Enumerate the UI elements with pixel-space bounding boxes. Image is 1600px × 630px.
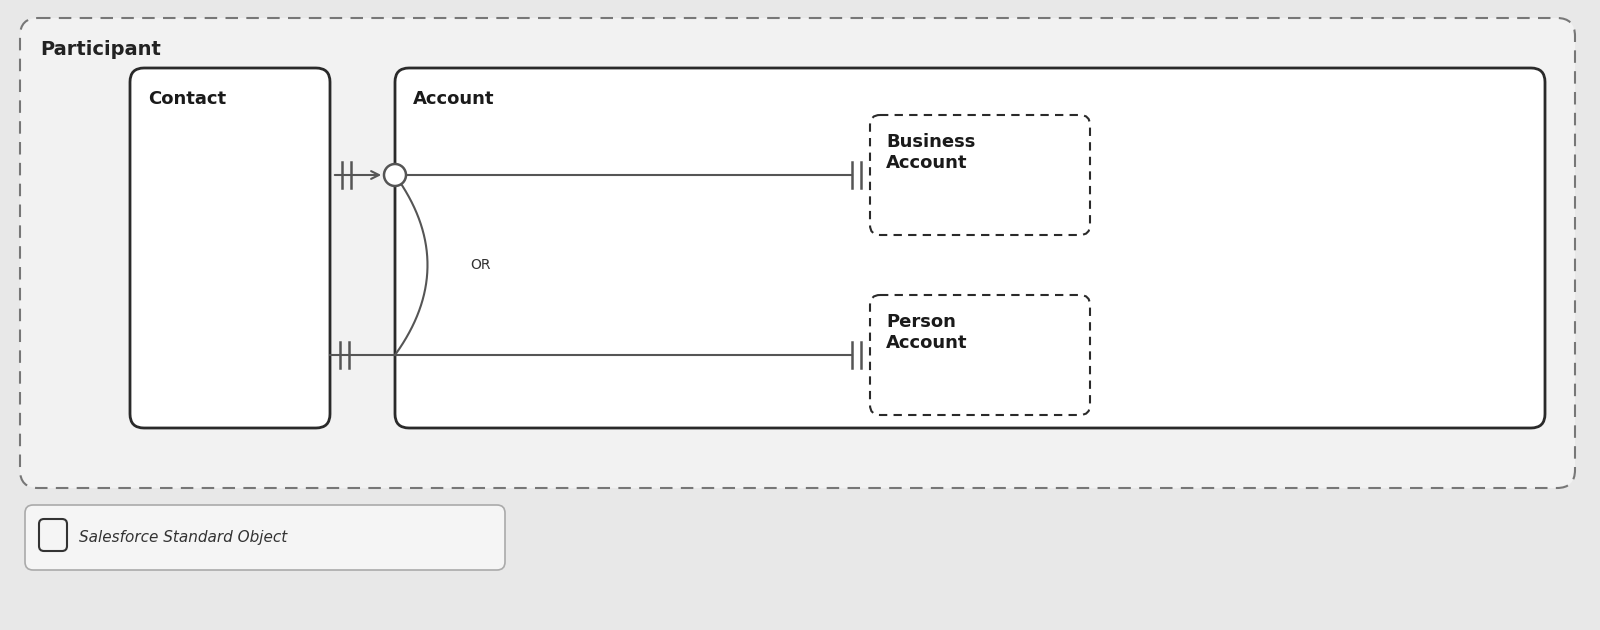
Text: Account: Account [413, 90, 494, 108]
FancyBboxPatch shape [19, 18, 1574, 488]
Text: Person
Account: Person Account [886, 313, 968, 352]
Text: Participant: Participant [40, 40, 162, 59]
Circle shape [384, 164, 406, 186]
FancyBboxPatch shape [870, 295, 1090, 415]
Text: Salesforce Standard Object: Salesforce Standard Object [78, 530, 288, 545]
FancyBboxPatch shape [130, 68, 330, 428]
FancyBboxPatch shape [38, 519, 67, 551]
FancyBboxPatch shape [870, 115, 1090, 235]
Text: Contact: Contact [147, 90, 226, 108]
FancyBboxPatch shape [26, 505, 506, 570]
FancyBboxPatch shape [395, 68, 1546, 428]
Text: Business
Account: Business Account [886, 133, 976, 172]
Text: OR: OR [470, 258, 491, 272]
